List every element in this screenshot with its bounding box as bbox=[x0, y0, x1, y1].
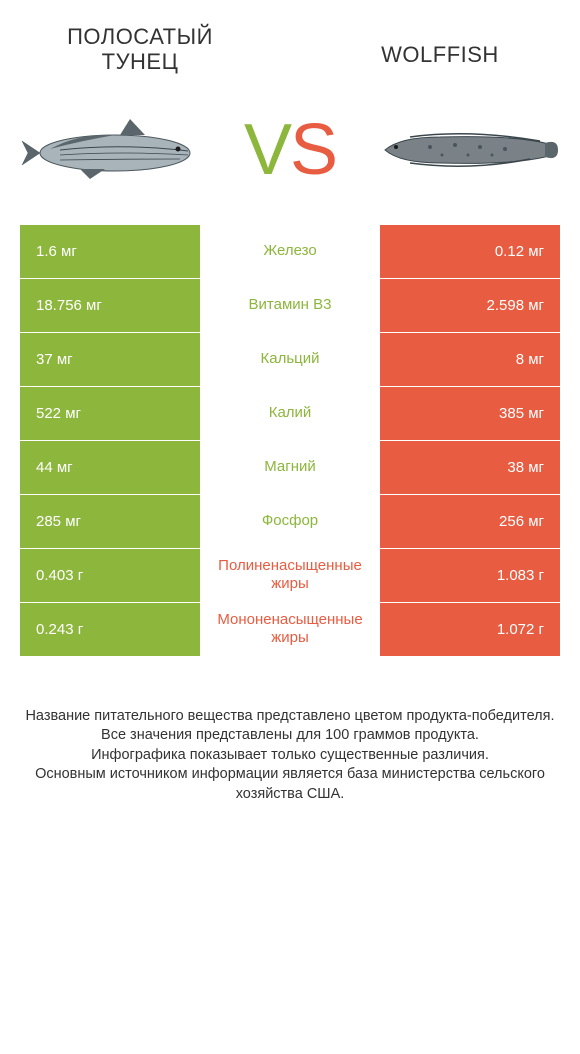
wolffish-icon bbox=[370, 105, 560, 195]
table-row: 18.756 мгВитамин B32.598 мг bbox=[20, 279, 560, 333]
left-value: 44 мг bbox=[20, 441, 200, 494]
nutrient-label: Мононенасыщенные жиры bbox=[200, 603, 380, 656]
footer-line: Инфографика показывает только существенн… bbox=[24, 746, 556, 766]
nutrient-label: Железо bbox=[200, 225, 380, 278]
footer-line: Основным источником информации является … bbox=[24, 765, 556, 804]
nutrient-label: Магний bbox=[200, 441, 380, 494]
vs-s: S bbox=[290, 110, 336, 190]
left-value: 0.243 г bbox=[20, 603, 200, 656]
nutrient-label: Калий bbox=[200, 387, 380, 440]
nutrient-label: Фосфор bbox=[200, 495, 380, 548]
table-row: 44 мгМагний38 мг bbox=[20, 441, 560, 495]
right-value: 385 мг bbox=[380, 387, 560, 440]
right-value: 1.072 г bbox=[380, 603, 560, 656]
table-row: 1.6 мгЖелезо0.12 мг bbox=[20, 225, 560, 279]
table-row: 285 мгФосфор256 мг bbox=[20, 495, 560, 549]
left-product-title: ПОЛОСАТЫЙ ТУНЕЦ bbox=[40, 24, 240, 75]
footer-notes: Название питательного вещества представл… bbox=[0, 657, 580, 805]
footer-line: Все значения представлены для 100 граммо… bbox=[24, 726, 556, 746]
right-value: 2.598 мг bbox=[380, 279, 560, 332]
nutrient-label: Кальций bbox=[200, 333, 380, 386]
table-row: 0.243 гМононенасыщенные жиры1.072 г bbox=[20, 603, 560, 657]
right-value: 256 мг bbox=[380, 495, 560, 548]
header: ПОЛОСАТЫЙ ТУНЕЦ WOLFFISH bbox=[0, 0, 580, 85]
right-product-title: WOLFFISH bbox=[340, 24, 540, 67]
vs-label: VS bbox=[244, 109, 336, 191]
nutrient-label: Полиненасыщенные жиры bbox=[200, 549, 380, 602]
nutrient-label: Витамин B3 bbox=[200, 279, 380, 332]
left-value: 37 мг bbox=[20, 333, 200, 386]
right-value: 38 мг bbox=[380, 441, 560, 494]
vs-row: VS bbox=[0, 85, 580, 225]
left-value: 522 мг bbox=[20, 387, 200, 440]
table-row: 37 мгКальций8 мг bbox=[20, 333, 560, 387]
left-value: 18.756 мг bbox=[20, 279, 200, 332]
footer-line: Название питательного вещества представл… bbox=[24, 707, 556, 727]
right-value: 0.12 мг bbox=[380, 225, 560, 278]
tuna-icon bbox=[20, 105, 210, 195]
table-row: 0.403 гПолиненасыщенные жиры1.083 г bbox=[20, 549, 560, 603]
left-value: 0.403 г bbox=[20, 549, 200, 602]
comparison-table: 1.6 мгЖелезо0.12 мг18.756 мгВитамин B32.… bbox=[0, 225, 580, 657]
right-value: 8 мг bbox=[380, 333, 560, 386]
vs-v: V bbox=[244, 110, 290, 190]
table-row: 522 мгКалий385 мг bbox=[20, 387, 560, 441]
left-value: 285 мг bbox=[20, 495, 200, 548]
right-value: 1.083 г bbox=[380, 549, 560, 602]
left-value: 1.6 мг bbox=[20, 225, 200, 278]
